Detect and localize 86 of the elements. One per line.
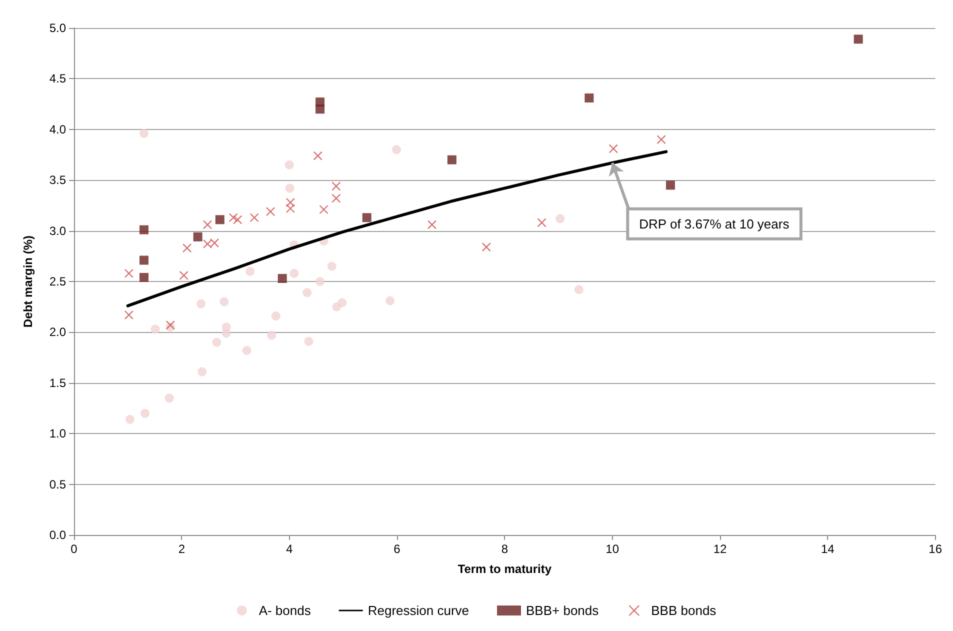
y-tick-label: 0.0 [49,528,66,542]
point [250,213,259,222]
point [220,297,229,306]
x-tick-label: 0 [70,542,78,556]
x-tick-label: 14 [820,542,835,556]
x-tick-label: 8 [501,542,508,556]
point [139,256,148,265]
x-axis-title: Term to maturity [458,562,552,576]
legend-label: A- bonds [258,603,312,618]
x-tick-label: 16 [928,542,942,556]
line-series [126,150,668,308]
point [215,215,224,224]
x-tick-label: 12 [713,542,727,556]
point [285,184,294,193]
legend-label: BBB+ bonds [526,603,600,618]
legend-label: Regression curve [368,603,470,618]
point [139,128,148,138]
point [210,238,220,248]
point [338,298,347,308]
point [666,180,675,190]
point [242,346,252,355]
y-axis-title: Debt margin (%) [21,235,35,328]
point [332,182,341,191]
point [854,34,863,44]
y-tick-label: 2.0 [49,325,66,340]
y-tick-label: 2.5 [49,274,66,288]
y-tick-label: 3.5 [49,173,66,188]
point [584,93,594,102]
point [392,145,401,154]
point [139,225,148,234]
point [125,414,134,424]
point [574,285,584,294]
point [290,268,299,278]
y-tick-label: 4.0 [49,122,66,136]
point [267,330,276,340]
point [179,270,188,280]
point [150,324,160,334]
point [124,310,134,320]
point [656,134,666,144]
point [278,274,287,283]
point [182,243,192,253]
legend-label: BBB bonds [651,603,717,618]
x-tick-label: 2 [178,542,186,556]
x-tick-label: 4 [286,542,293,556]
point [447,155,456,164]
point [202,239,212,249]
point [164,394,174,403]
point [362,213,372,222]
point [222,328,231,338]
point [284,160,294,170]
point [212,338,222,347]
point [319,204,328,214]
point [233,215,242,224]
point [198,367,207,376]
point [124,268,134,278]
point [193,232,202,242]
y-tick-label: 4.5 [49,72,66,86]
point [386,296,394,306]
point [196,299,206,308]
x-tick-label: 6 [394,542,401,556]
annotation: DRP of 3.67% at 10 years [639,216,790,232]
point [271,311,280,320]
point [482,242,491,252]
point [304,336,314,346]
point [556,214,565,224]
point [202,220,212,230]
point [327,262,336,271]
point [140,408,150,418]
y-tick-label: 1.0 [49,426,66,441]
point [332,194,341,203]
y-tick-label: 0.5 [49,477,66,492]
point [246,266,255,276]
point [608,144,618,154]
y-tick-label: 1.5 [49,376,66,390]
point [302,288,312,298]
point [316,98,325,107]
y-tick-label: 5.0 [49,21,66,35]
point [228,213,238,222]
point [266,206,276,216]
x-tick-label: 10 [606,542,620,556]
point [537,218,546,228]
point [427,220,437,230]
point [313,151,322,160]
y-tick-label: 3.0 [49,224,66,238]
point [316,277,325,286]
point [139,272,148,282]
